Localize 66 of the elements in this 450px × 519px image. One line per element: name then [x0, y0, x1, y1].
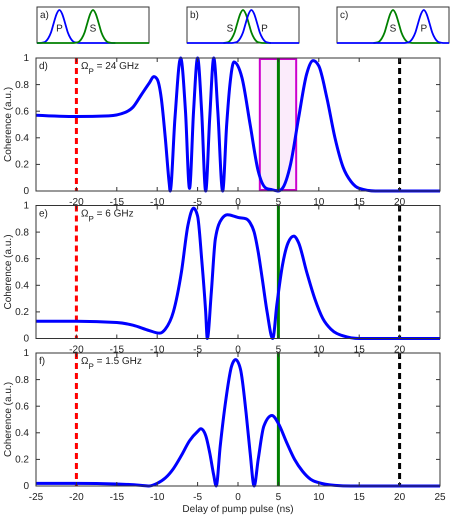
x-tick-label: -5 — [193, 344, 202, 356]
annotation: c) — [340, 10, 348, 21]
series-label: S — [226, 23, 234, 34]
y-tick-label: 0.6 — [15, 254, 30, 265]
x-tick-label: 20 — [394, 344, 406, 356]
x-tick-label: 15 — [354, 492, 366, 504]
y-axis-title: Coherence (a.u.) — [3, 382, 14, 458]
annotation: a) — [40, 10, 49, 21]
x-tick-label: -15 — [110, 492, 124, 504]
series-label: S — [390, 23, 397, 34]
x-tick-label: 15 — [354, 344, 366, 356]
x-tick-label: -5 — [193, 197, 202, 208]
y-tick-label: 0 — [23, 481, 30, 492]
y-tick-label: 0.8 — [15, 374, 30, 386]
x-tick-label: 15 — [354, 197, 366, 208]
annotation: e) — [39, 208, 48, 220]
y-tick-label: 1 — [23, 53, 30, 64]
y-tick-label: 0 — [23, 186, 30, 198]
x-tick-label: -15 — [110, 197, 124, 208]
x-tick-label: 0 — [235, 197, 242, 208]
series-label: P — [420, 23, 428, 34]
x-tick-label: -15 — [110, 344, 124, 356]
x-tick-label: -25 — [28, 492, 44, 504]
x-tick-label: 0 — [235, 492, 242, 504]
x-tick-label: 25 — [434, 492, 446, 504]
y-tick-label: 0.4 — [15, 428, 30, 439]
annotation: b) — [190, 10, 199, 21]
y-tick-label: 0.6 — [15, 401, 30, 412]
series-label: S — [90, 23, 97, 34]
x-tick-label: 0 — [235, 344, 242, 356]
y-tick-label: 0.4 — [15, 280, 30, 292]
annotation: Ω$_{P}$ = 1.5 GHz — [81, 356, 142, 370]
y-tick-label: 0.8 — [15, 227, 30, 238]
annotation: f) — [39, 356, 46, 367]
annotation: Ω$_{P}$ = 24 GHz — [81, 61, 140, 76]
x-tick-label: -10 — [150, 344, 165, 356]
x-tick-label: 5 — [276, 344, 282, 356]
x-tick-label: 5 — [276, 492, 282, 504]
x-tick-label: 20 — [394, 197, 406, 208]
x-tick-label: 10 — [313, 197, 325, 208]
x-tick-label: -20 — [69, 492, 84, 504]
y-tick-label: 0.2 — [15, 454, 30, 466]
y-tick-label: 0.6 — [15, 106, 30, 118]
x-tick-label: -5 — [193, 492, 202, 504]
x-tick-label: 20 — [394, 492, 406, 504]
series-label: P — [261, 23, 268, 34]
y-tick-label: 0.4 — [15, 133, 30, 144]
x-tick-label: -20 — [69, 344, 84, 356]
y-tick-label: 0 — [23, 334, 30, 345]
y-tick-label: 1 — [23, 200, 30, 212]
x-tick-label: -10 — [150, 197, 165, 208]
y-axis-title: Coherence (a.u.) — [3, 234, 14, 310]
x-tick-label: 10 — [313, 492, 325, 504]
y-tick-label: 0.2 — [15, 307, 30, 318]
series-label: P — [56, 23, 64, 34]
x-tick-label: -20 — [69, 197, 84, 208]
x-axis-title: Delay of pump pulse (ns) — [182, 504, 294, 515]
x-tick-label: -10 — [150, 492, 165, 504]
y-axis-title: Coherence (a.u.) — [3, 86, 14, 162]
y-tick-label: 0.8 — [15, 80, 30, 91]
x-tick-label: 10 — [313, 344, 325, 356]
y-tick-label: 0.2 — [15, 160, 30, 171]
x-tick-label: 5 — [276, 197, 282, 208]
annotation: d) — [39, 61, 48, 72]
annotation: Ω$_{P}$ = 6 GHz — [81, 208, 134, 223]
y-tick-label: 1 — [23, 348, 30, 360]
